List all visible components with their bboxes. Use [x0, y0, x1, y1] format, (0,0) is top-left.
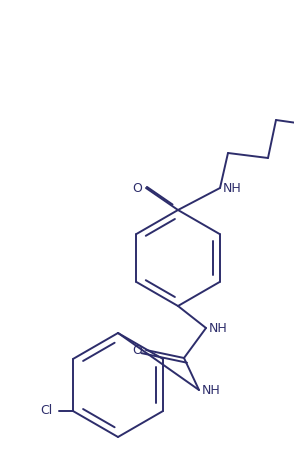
Text: O: O [132, 343, 142, 356]
Text: NH: NH [223, 181, 242, 194]
Text: NH: NH [202, 383, 221, 396]
Text: NH: NH [209, 321, 228, 334]
Text: Cl: Cl [41, 405, 53, 418]
Text: O: O [132, 181, 142, 194]
